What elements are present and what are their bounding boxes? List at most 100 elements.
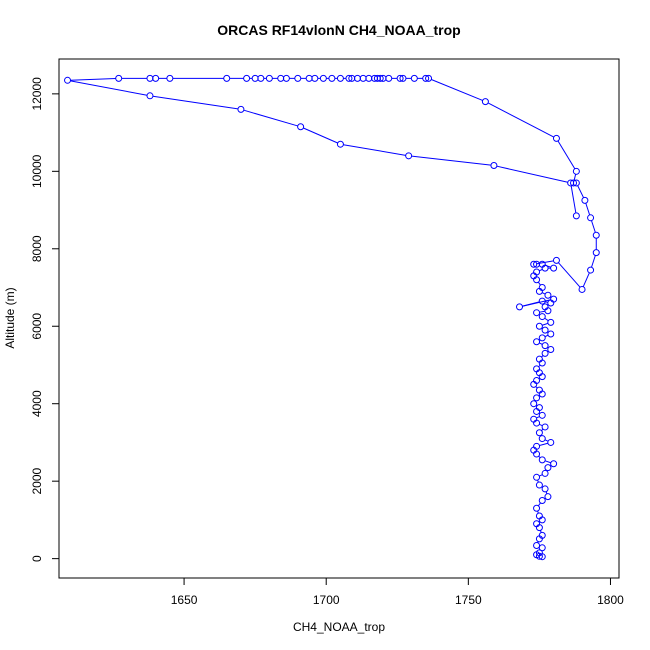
data-point [535,322,543,330]
data-point [538,313,546,321]
series-line-segment [411,155,491,166]
data-point [396,74,404,82]
series-line-segment [544,439,549,442]
data-point [530,260,538,268]
data-point [541,342,549,350]
data-point [533,309,541,317]
series-line-segment [544,460,551,464]
data-point [294,74,302,82]
series-line-segment [577,185,585,198]
data-point [538,456,546,464]
data-point [297,123,305,131]
series-line-segment [585,203,591,216]
chart-title: ORCAS RF14vlonN CH4_NOAA_trop [217,22,460,38]
series-line-segment [591,255,596,268]
y-tick-label: 4000 [30,390,44,417]
data-point [541,349,549,357]
data-point [490,162,498,170]
data-point [550,264,558,272]
data-point [533,473,541,481]
y-tick-label: 10000 [30,154,44,188]
data-point [277,74,285,82]
data-point [533,504,541,512]
data-point [538,544,546,552]
data-point [535,404,543,412]
y-axis-label: Altitude (m) [3,287,17,348]
series-line-segment [537,502,541,507]
series-line-segment [558,262,581,288]
data-point [547,438,555,446]
data-point [538,411,546,419]
data-point [535,429,543,437]
data-point [533,268,541,276]
x-axis-label: CH4_NOAA_trop [293,620,385,634]
data-point [319,74,327,82]
data-point [538,435,546,443]
series-line-segment [539,423,543,427]
data-point [550,295,558,303]
data-point [541,469,549,477]
data-point [530,400,538,408]
data-point [146,74,154,82]
data-point [544,464,552,472]
data-point [538,284,546,292]
x-tick-label: 1700 [313,593,340,607]
data-point [223,74,231,82]
series-line-segment [539,442,549,447]
series-line-segment [539,268,543,272]
data-point [345,74,353,82]
data-point [592,231,600,239]
data-point [578,285,586,293]
data-point [243,74,251,82]
series-line-segment [243,109,298,127]
series-line-segment [541,292,546,295]
data-point [567,179,575,187]
series-line-segment [537,281,541,286]
data-point [570,179,578,187]
data-point [265,74,273,82]
data-point [572,167,580,175]
data-point [541,326,549,334]
data-point [305,74,313,82]
data-point [533,260,541,268]
data-point [592,249,600,257]
y-tick-label: 6000 [30,313,44,340]
series-line-segment [536,416,540,419]
data-point [544,493,552,501]
data-point [533,365,541,373]
series-line-segment [522,299,551,307]
data-point [530,415,538,423]
series-line-segment [303,127,338,144]
data-point [541,485,549,493]
series-line-segment [70,80,148,96]
data-point [538,531,546,539]
data-point [547,318,555,326]
data-point [587,266,595,274]
x-tick-label: 1750 [455,593,482,607]
y-tick-label: 12000 [30,77,44,111]
series-line-segment [573,174,577,181]
data-point [544,291,552,299]
data-point [541,303,549,311]
data-point [348,74,356,82]
data-point [336,74,344,82]
x-tick-label: 1800 [597,593,624,607]
data-point [533,541,541,549]
series-line-segment [152,95,239,110]
data-point [535,355,543,363]
y-tick-label: 2000 [30,468,44,495]
y-axis: 0 2000 4000 6000 8000 10000 12000 [30,77,60,562]
data-point [533,338,541,346]
series-line-segment [343,144,406,156]
data-point [533,394,541,402]
data-point [425,74,433,82]
data-point [422,74,430,82]
x-axis: 1650 1700 1750 1800 [171,577,624,607]
data-point [533,376,541,384]
data-point [373,74,381,82]
series-line-segment [542,322,549,326]
data-point [533,520,541,528]
series-line-segment [70,77,116,81]
